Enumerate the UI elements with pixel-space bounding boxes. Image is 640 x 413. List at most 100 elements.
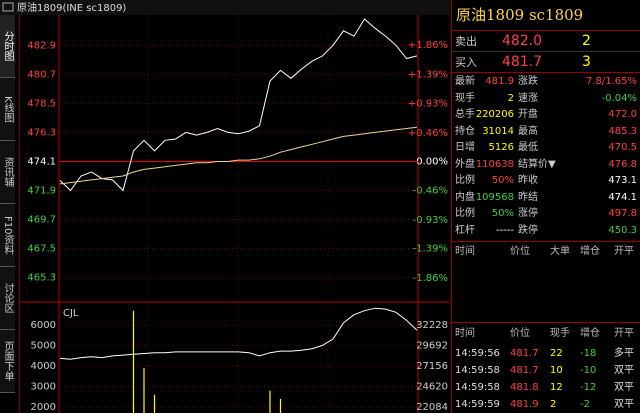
- y2-tick-label: -1.86%: [413, 273, 448, 284]
- y-tick-label: 474.1: [27, 156, 56, 167]
- tick-cell: 双平: [614, 365, 634, 376]
- quote-value: 473.1: [608, 175, 637, 186]
- y2-tick-label: +1.39%: [408, 70, 448, 81]
- y2-tick-label: 29692: [416, 341, 448, 352]
- quote-value: 31014: [482, 125, 514, 137]
- y2-tick-label: 22084: [416, 402, 448, 413]
- volume-bar: [153, 394, 156, 413]
- quote-label: 比例: [455, 175, 475, 186]
- tick-cell: -2: [580, 399, 590, 410]
- sidebar: 分时图 K线图 资讯辅 F10资料 讨论区 页面下单: [0, 15, 20, 413]
- y-tick-label: 471.9: [27, 185, 56, 196]
- tick-header: 现手: [550, 328, 570, 339]
- sidebar-tab[interactable]: K线图: [0, 78, 15, 141]
- y-tick-label: 478.5: [27, 98, 56, 109]
- tick-cell: 14:59:59: [455, 399, 500, 410]
- tick-header: 增仓: [580, 328, 600, 339]
- tick-header: 开平: [614, 328, 634, 339]
- order-label: 卖出: [455, 35, 477, 48]
- quote-title: 原油1809 sc1809: [452, 0, 640, 31]
- y-tick-label: 476.3: [27, 127, 56, 138]
- quote-label: 最低: [518, 142, 538, 153]
- quote-label: 现手: [455, 92, 475, 104]
- y-tick-label: 2000: [31, 402, 56, 413]
- quote-value: 470.5: [608, 142, 637, 153]
- order-row: 卖出 482.0 2: [452, 31, 640, 52]
- icon: [2, 2, 14, 12]
- tick-cell: 481.9: [510, 399, 539, 410]
- quote-label: 昨收: [518, 175, 538, 186]
- y2-tick-label: -0.46%: [413, 185, 448, 196]
- tick-cell: -18: [580, 348, 597, 359]
- y2-tick-label: 24620: [416, 382, 448, 393]
- tick-header: 大单: [550, 246, 570, 257]
- sidebar-tab[interactable]: 分时图: [0, 15, 15, 78]
- tick-cell: 481.7: [510, 365, 539, 376]
- quote-label: 跌停: [518, 224, 538, 236]
- sidebar-tab[interactable]: F10资料: [0, 204, 15, 267]
- title-bar: [0, 0, 450, 15]
- y2-tick-label: 32228: [416, 320, 448, 331]
- order-row: 买入 481.7 3: [452, 52, 640, 73]
- tick-cell: 481.7: [510, 348, 539, 359]
- quote-label: 杠杆: [455, 224, 475, 236]
- quote-label: 涨跌: [518, 76, 538, 87]
- chart-title: 原油1809(INE sc1809): [17, 1, 126, 14]
- y2-tick-label: +1.86%: [408, 40, 448, 51]
- tick-cell: -12: [580, 382, 597, 393]
- quote-label: 最高: [518, 125, 538, 137]
- quote-label: 开盘: [518, 109, 538, 120]
- quote-table: 最新 481.9 涨跌 7.8/1.65% 现手 2 速涨 -0.04% 总手 220206 开盘 4…: [452, 73, 640, 242]
- y-tick-label: 480.7: [27, 69, 56, 80]
- quote-value: -----: [495, 224, 514, 236]
- quote-value: -0.04%: [601, 92, 637, 104]
- tick-cell: 12: [550, 382, 563, 393]
- quote-label: 速涨: [518, 92, 538, 104]
- y2-tick-label: -0.93%: [413, 215, 448, 226]
- y-tick-label: 5000: [31, 341, 56, 352]
- quote-value: 50%: [491, 208, 514, 219]
- quote-label: 比例: [455, 208, 475, 219]
- quote-label: 最新: [455, 76, 475, 87]
- series-line: [59, 126, 418, 185]
- tick-cell: 14:59:58: [455, 365, 500, 376]
- sidebar-tab[interactable]: 页面下单: [0, 330, 15, 393]
- tick-cell: 双平: [614, 382, 634, 393]
- series-line: [59, 307, 418, 360]
- y-tick-label: 482.9: [27, 40, 56, 51]
- tick-cell: 481.8: [510, 382, 539, 393]
- tick-header: 价位: [510, 246, 530, 257]
- tick-cell: 10: [550, 365, 563, 376]
- quote-label: 日增: [455, 142, 475, 153]
- y2-tick-label: 0.00%: [416, 157, 448, 168]
- quote-label: 涨停: [518, 208, 538, 219]
- tick-cell: -10: [580, 365, 597, 376]
- quote-value: 474.1: [608, 191, 637, 203]
- quote-value: 109568: [475, 191, 514, 203]
- volume-bar: [269, 390, 271, 413]
- tick-cell: 22: [550, 348, 563, 359]
- sidebar-tab[interactable]: 讨论区: [0, 267, 15, 330]
- quote-value: 497.8: [608, 208, 637, 219]
- quote-value: 485.3: [608, 125, 637, 137]
- tick-header: 增仓: [580, 246, 600, 257]
- y-tick-label: 3000: [31, 382, 56, 393]
- sidebar-tab[interactable]: 资讯辅: [0, 141, 15, 204]
- quote-panel: 原油1809 sc1809 卖出 482.0 2 买入 481.7 3 最新 481.9 涨跌 7.…: [451, 0, 640, 413]
- quote-value: 476.8: [608, 158, 637, 170]
- ticks: 时间 价位 现手 增仓 开平 14:59:56 481.7 22 -18 多平 14:59:58 48…: [452, 323, 640, 413]
- tick-header: 价位: [510, 328, 530, 339]
- quote-value: 450.3: [608, 224, 637, 236]
- quote-value: 220206: [475, 109, 514, 120]
- tick-header: 开平: [614, 246, 634, 257]
- quote-value: 5126: [488, 142, 514, 153]
- quote-label: 结算价▼: [518, 158, 556, 170]
- order-qty: 3: [582, 54, 591, 70]
- order-price: 482.0: [502, 33, 543, 49]
- order-price: 481.7: [502, 54, 543, 70]
- y-tick-label: 467.5: [27, 244, 56, 255]
- y2-tick-label: -1.39%: [413, 244, 448, 255]
- tick-cell: 14:59:56: [455, 348, 500, 359]
- tick-cell: 双平: [614, 399, 634, 410]
- chart-area: 原油1809(INE sc1809) 482.9 480.7 478.5 476.3 4…: [0, 0, 450, 413]
